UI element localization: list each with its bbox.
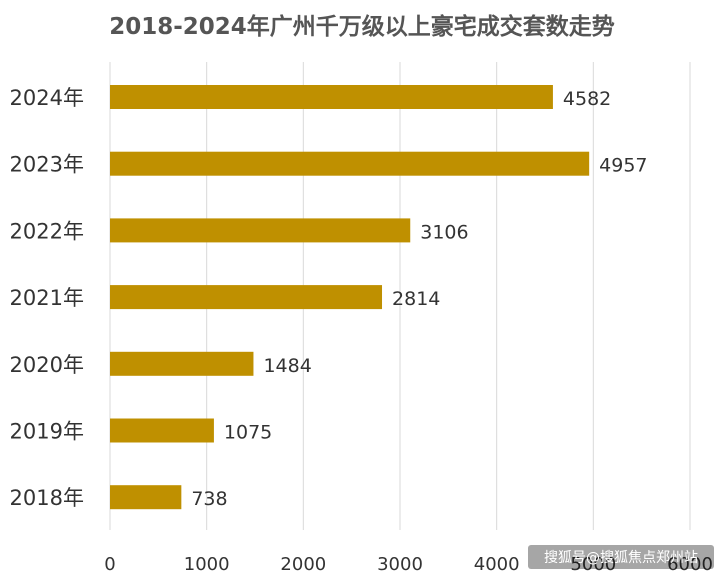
bars [110,85,590,510]
bar [110,485,182,510]
bar [110,351,254,376]
bar [110,218,411,243]
bar [110,418,214,443]
data-label: 1075 [224,422,272,444]
x-axis-tick-labels: 0 1000 2000 3000 4000 5000 6000 [104,554,713,573]
bar [110,85,553,109]
data-label: 738 [191,488,227,510]
x-tick-label: 4000 [474,554,520,573]
category-label: 2024年 [10,86,84,110]
data-label: 1484 [263,355,311,377]
x-tick-label: 6000 [667,554,713,573]
x-tick-label: 1000 [184,554,230,573]
data-labels: 4582 4957 3106 2814 1484 1075 738 [191,88,647,510]
category-label: 2022年 [10,219,84,243]
data-label: 4582 [563,88,611,110]
data-label: 4957 [599,155,647,177]
category-labels: 2024年 2023年 2022年 2021年 2020年 2019年 2018年 [10,86,84,510]
watermark-background [528,545,714,569]
category-label: 2023年 [10,153,84,177]
chart-title: 2018-2024年广州千万级以上豪宅成交套数走势 [109,13,615,40]
category-label: 2019年 [10,420,84,444]
data-label: 2814 [392,288,440,310]
x-tick-label: 0 [104,554,115,573]
watermark: 搜狐号@搜狐焦点郑州站 [528,545,714,569]
x-tick-label: 3000 [377,554,423,573]
x-tick-label: 2000 [280,554,326,573]
bar [110,151,590,176]
category-label: 2018年 [10,486,84,510]
watermark-text: 搜狐号@搜狐焦点郑州站 [544,550,698,566]
x-tick-label: 5000 [570,554,616,573]
data-label: 3106 [420,221,468,243]
category-label: 2021年 [10,286,84,310]
bar [110,285,383,310]
category-label: 2020年 [10,353,84,377]
